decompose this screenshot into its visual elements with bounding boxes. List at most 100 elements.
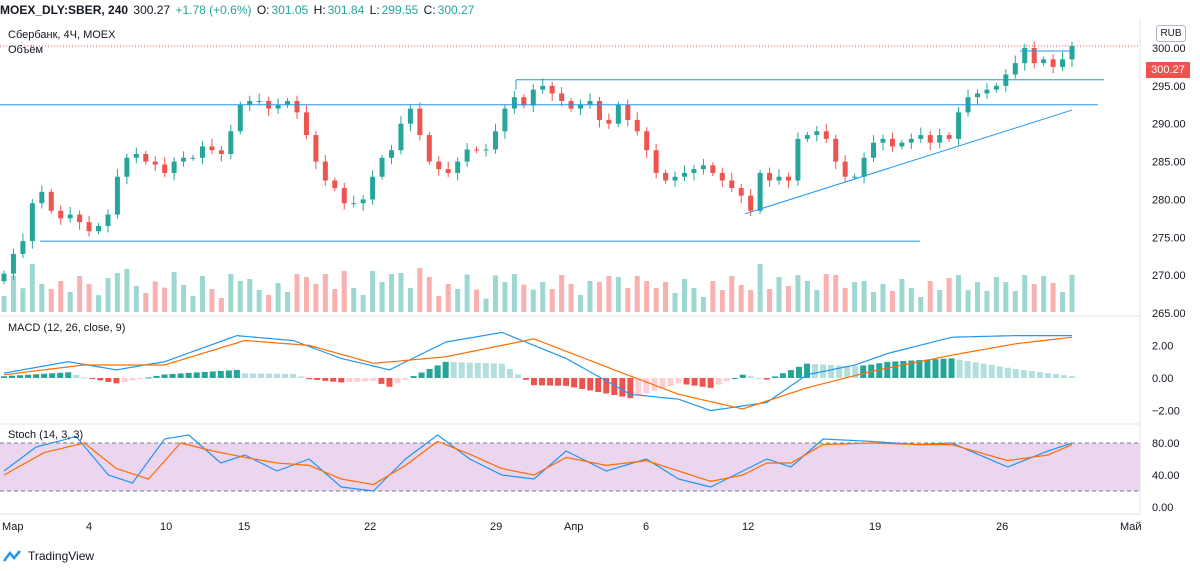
stoch-k-line [3, 434, 1073, 492]
volume-bar [218, 298, 224, 312]
macd-histogram-bar [852, 366, 859, 378]
candle [370, 176, 376, 200]
volume-bar [899, 279, 905, 312]
candle [464, 149, 470, 162]
candle [587, 101, 593, 105]
macd-histogram-bar [755, 377, 762, 379]
candle [124, 157, 130, 177]
volume-bar [502, 282, 508, 312]
close-value: 300.27 [437, 3, 475, 17]
volume-bar [426, 277, 432, 312]
macd-histogram-bar [659, 378, 666, 389]
last-price-tag: 300.27 [1146, 62, 1190, 78]
volume-bar [927, 281, 933, 312]
macd-histogram-bar [699, 378, 706, 387]
volume-bar [596, 282, 602, 312]
volume-bar [181, 285, 187, 312]
currency-button[interactable]: RUB [1156, 25, 1186, 42]
macd-histogram-bar [1069, 376, 1075, 378]
volume-bar [67, 292, 73, 312]
rising-trendline [744, 109, 1073, 215]
macd-histogram-bar [731, 377, 738, 379]
macd-histogram-bar [747, 376, 754, 378]
macd-histogram-bar [739, 374, 746, 378]
macd-histogram-bar [667, 378, 674, 386]
candle [757, 172, 763, 211]
volume-bar [549, 289, 555, 312]
volume-bar [634, 276, 640, 312]
volume-bar [653, 288, 659, 312]
volume-bar [700, 297, 706, 312]
candle [351, 203, 357, 205]
volume-bar [171, 272, 177, 312]
macd-histogram-bar [498, 363, 505, 378]
volume-bar [587, 281, 593, 312]
macd-histogram-bar [627, 378, 634, 399]
volume-bar [918, 297, 924, 312]
macd-histogram-bar [707, 378, 714, 388]
volume-bar [190, 296, 196, 312]
macd-histogram-bar [595, 378, 602, 392]
macd-histogram-bar [386, 378, 393, 387]
volume-bar [58, 281, 64, 312]
candle [86, 222, 92, 232]
macd-histogram-bar [876, 363, 883, 378]
candle [521, 97, 527, 106]
macd-histogram-bar [522, 378, 529, 380]
candle [313, 135, 319, 162]
macd-histogram-bar [265, 373, 272, 378]
volume-bar [39, 284, 45, 312]
volume-bar [285, 292, 291, 312]
volume-bar [776, 277, 782, 312]
macd-histogram-bar [884, 361, 891, 378]
volume-bar [105, 278, 111, 312]
volume-bar [152, 281, 158, 312]
macd-histogram-bar [563, 378, 570, 386]
macd-histogram-bar [169, 373, 176, 378]
logo-text: TradingView [28, 549, 95, 563]
candle [672, 176, 678, 181]
macd-histogram-bar [844, 365, 851, 378]
macd-histogram-bar [145, 377, 152, 379]
macd-histogram-bar [209, 371, 216, 378]
price-tick-label: 265.00 [1152, 308, 1186, 320]
tradingview-logo[interactable]: TradingView [2, 546, 94, 566]
signal-line [3, 336, 1073, 410]
macd-histogram-bar [956, 359, 963, 378]
macd-tick-label: 2.00 [1152, 340, 1173, 352]
macd-histogram-bar [892, 361, 899, 378]
candle [918, 135, 924, 139]
x-tick-label: 15 [238, 521, 250, 533]
candle [133, 154, 139, 158]
candle [852, 176, 858, 178]
x-tick-label: 29 [490, 521, 502, 533]
volume-bar [578, 295, 584, 312]
volume-bar [398, 273, 404, 312]
macd-line [3, 331, 1072, 412]
candle [710, 165, 716, 173]
volume-bar [10, 275, 16, 312]
volume-bar [511, 274, 517, 312]
macd-histogram-bar [233, 369, 240, 378]
macd-histogram-bar [964, 360, 971, 378]
volume-bar [247, 279, 253, 312]
macd-histogram-bar [828, 365, 835, 378]
volume-bar [455, 289, 461, 312]
volume-bar [474, 289, 480, 312]
candle [984, 89, 990, 94]
volume-bar [691, 288, 697, 312]
volume-bar [946, 278, 952, 312]
macd-histogram-bar [137, 378, 144, 379]
macd-histogram-bar [338, 378, 345, 383]
candle [162, 164, 168, 173]
volume-bar [96, 295, 102, 312]
volume-bar [322, 274, 328, 312]
macd-histogram-bar [1020, 370, 1027, 378]
volume-bar [313, 284, 319, 312]
candle [322, 161, 328, 181]
candle [889, 138, 895, 147]
macd-histogram-bar [691, 378, 698, 386]
macd-histogram-bar [675, 378, 682, 384]
volume-bar [303, 277, 309, 312]
